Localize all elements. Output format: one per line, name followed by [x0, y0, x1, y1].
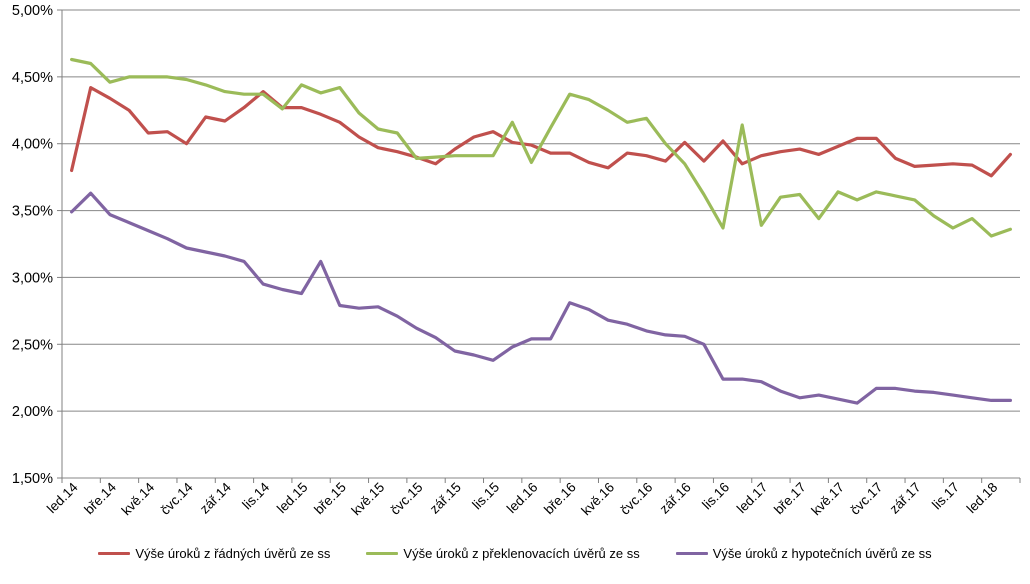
x-axis-label: kvě.16 [578, 480, 617, 519]
x-axis-label: led.17 [734, 480, 771, 517]
legend-line-marker [675, 552, 708, 555]
chart-legend: Výše úroků z řádných úvěrů ze ss Výše úro… [0, 546, 1030, 561]
x-axis-label: lis.16 [699, 480, 732, 513]
y-axis-label: 4,00% [12, 137, 53, 153]
legend-item-0: Výše úroků z řádných úvěrů ze ss [98, 546, 330, 561]
x-axis-label: kvě.17 [808, 480, 847, 519]
x-axis-label: bře.14 [81, 479, 119, 517]
legend-label: Výše úroků z řádných úvěrů ze ss [135, 546, 331, 561]
x-axis-label: kvě.14 [119, 479, 158, 518]
series-line-2 [69, 191, 1013, 405]
x-axis-label: zář.16 [657, 480, 694, 517]
x-axis-label: lis.14 [239, 479, 272, 512]
x-axis-label: led.15 [274, 480, 311, 517]
legend-label: Výše úroků z překlenovacích úvěrů ze ss [403, 546, 640, 561]
x-axis-label: čvc.14 [157, 479, 196, 518]
y-axis-label: 3,00% [12, 270, 53, 286]
x-axis-label: lis.17 [929, 480, 962, 513]
x-axis-label: lis.15 [469, 480, 502, 513]
y-axis-label: 4,50% [12, 70, 53, 86]
legend-item-2: Výše úroků z hypotečních úvěrů ze ss [675, 546, 932, 561]
legend-line-marker [98, 552, 131, 555]
x-axis-label: bře.17 [771, 480, 809, 518]
x-axis-label: čvc.16 [617, 480, 655, 518]
legend-line-marker [366, 552, 399, 555]
y-axis-label: 5,00% [12, 3, 53, 19]
x-axis-label: čvc.15 [387, 480, 425, 518]
x-axis-label: led.18 [964, 480, 1001, 517]
y-axis-label: 2,50% [12, 337, 53, 353]
series-line-0 [69, 85, 1013, 178]
y-axis-label: 1,50% [12, 471, 53, 487]
x-axis-label: zář.15 [427, 480, 464, 517]
y-axis-label: 3,50% [12, 204, 53, 220]
x-axis-label: zář.17 [887, 480, 924, 517]
x-axis-label: bře.15 [311, 480, 349, 518]
x-axis-label: led.16 [504, 480, 541, 517]
y-axis-label: 2,00% [12, 404, 53, 420]
series-line-1 [69, 57, 1013, 238]
legend-item-1: Výše úroků z překlenovacích úvěrů ze ss [366, 546, 640, 561]
x-axis-label: bře.16 [541, 480, 579, 518]
x-axis-label: zář.14 [197, 479, 234, 516]
x-axis-label: kvě.15 [349, 480, 388, 519]
legend-label: Výše úroků z hypotečních úvěrů ze ss [712, 546, 932, 561]
x-axis-label: čvc.17 [847, 480, 885, 518]
